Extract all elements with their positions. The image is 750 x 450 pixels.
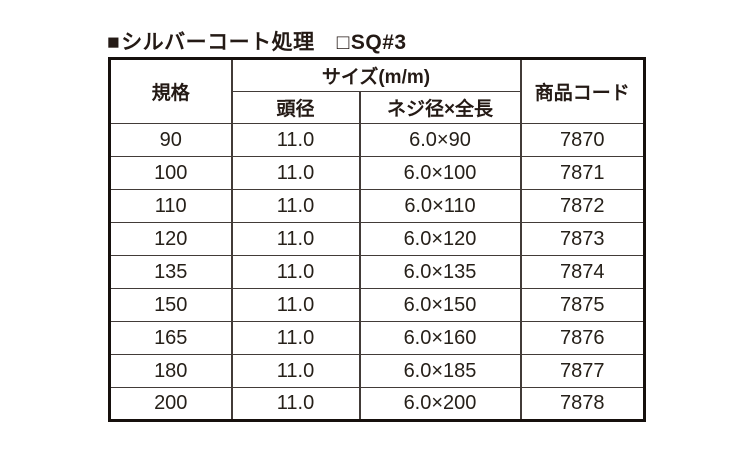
- cell-thread-length: 6.0×200: [358, 387, 522, 421]
- col-header-thread-length: ネジ径×全長: [358, 91, 522, 124]
- table-row: 90 11.0 6.0×90 7870: [108, 123, 646, 157]
- cell-thread-length: 6.0×135: [358, 255, 522, 289]
- table-row: 120 11.0 6.0×120 7873: [108, 222, 646, 256]
- cell-head-diameter: 11.0: [230, 354, 361, 388]
- cell-spec: 135: [108, 255, 233, 289]
- table-row: 110 11.0 6.0×110 7872: [108, 189, 646, 223]
- cell-spec: 110: [108, 189, 233, 223]
- table-row: 200 11.0 6.0×200 7878: [108, 387, 646, 421]
- cell-spec: 180: [108, 354, 233, 388]
- cell-thread-length: 6.0×120: [358, 222, 522, 256]
- cell-thread-length: 6.0×160: [358, 321, 522, 355]
- cell-head-diameter: 11.0: [230, 288, 361, 322]
- spec-table: 規格 サイズ(m/m) 商品コード 頭径 ネジ径×全長 90 11.0 6.0×…: [108, 57, 646, 422]
- cell-spec: 200: [108, 387, 233, 421]
- table-row: 165 11.0 6.0×160 7876: [108, 321, 646, 355]
- cell-head-diameter: 11.0: [230, 255, 361, 289]
- cell-head-diameter: 11.0: [230, 123, 361, 157]
- cell-product-code: 7878: [519, 387, 646, 421]
- col-header-product-code: 商品コード: [519, 58, 646, 124]
- section-title-code: SQ#3: [350, 31, 407, 54]
- cell-product-code: 7876: [519, 321, 646, 355]
- filled-square-icon: ■: [107, 31, 121, 54]
- cell-spec: 120: [108, 222, 233, 256]
- cell-thread-length: 6.0×150: [358, 288, 522, 322]
- cell-spec: 165: [108, 321, 233, 355]
- cell-product-code: 7872: [519, 189, 646, 223]
- cell-head-diameter: 11.0: [230, 156, 361, 190]
- cell-thread-length: 6.0×110: [358, 189, 522, 223]
- cell-product-code: 7875: [519, 288, 646, 322]
- section-title-text: シルバーコート処理: [121, 31, 315, 54]
- cell-product-code: 7874: [519, 255, 646, 289]
- col-header-size-group: サイズ(m/m): [230, 58, 522, 92]
- cell-spec: 100: [108, 156, 233, 190]
- cell-thread-length: 6.0×100: [358, 156, 522, 190]
- cell-thread-length: 6.0×90: [358, 123, 522, 157]
- cell-product-code: 7877: [519, 354, 646, 388]
- table-row: 180 11.0 6.0×185 7877: [108, 354, 646, 388]
- spec-table-header: 規格 サイズ(m/m) 商品コード 頭径 ネジ径×全長: [108, 58, 646, 124]
- col-header-head-diameter: 頭径: [230, 91, 361, 124]
- cell-head-diameter: 11.0: [230, 387, 361, 421]
- cell-product-code: 7870: [519, 123, 646, 157]
- cell-head-diameter: 11.0: [230, 222, 361, 256]
- cell-head-diameter: 11.0: [230, 321, 361, 355]
- cell-thread-length: 6.0×185: [358, 354, 522, 388]
- cell-spec: 150: [108, 288, 233, 322]
- table-row: 135 11.0 6.0×135 7874: [108, 255, 646, 289]
- table-row: 150 11.0 6.0×150 7875: [108, 288, 646, 322]
- cell-spec: 90: [108, 123, 233, 157]
- cell-head-diameter: 11.0: [230, 189, 361, 223]
- col-header-spec: 規格: [108, 58, 233, 124]
- table-row: 100 11.0 6.0×100 7871: [108, 156, 646, 190]
- cell-product-code: 7873: [519, 222, 646, 256]
- cell-product-code: 7871: [519, 156, 646, 190]
- section-title: ■シルバーコート処理 □SQ#3: [107, 26, 407, 56]
- open-square-icon: □: [336, 31, 350, 54]
- spec-table-body: 90 11.0 6.0×90 7870 100 11.0 6.0×100 787…: [108, 123, 646, 421]
